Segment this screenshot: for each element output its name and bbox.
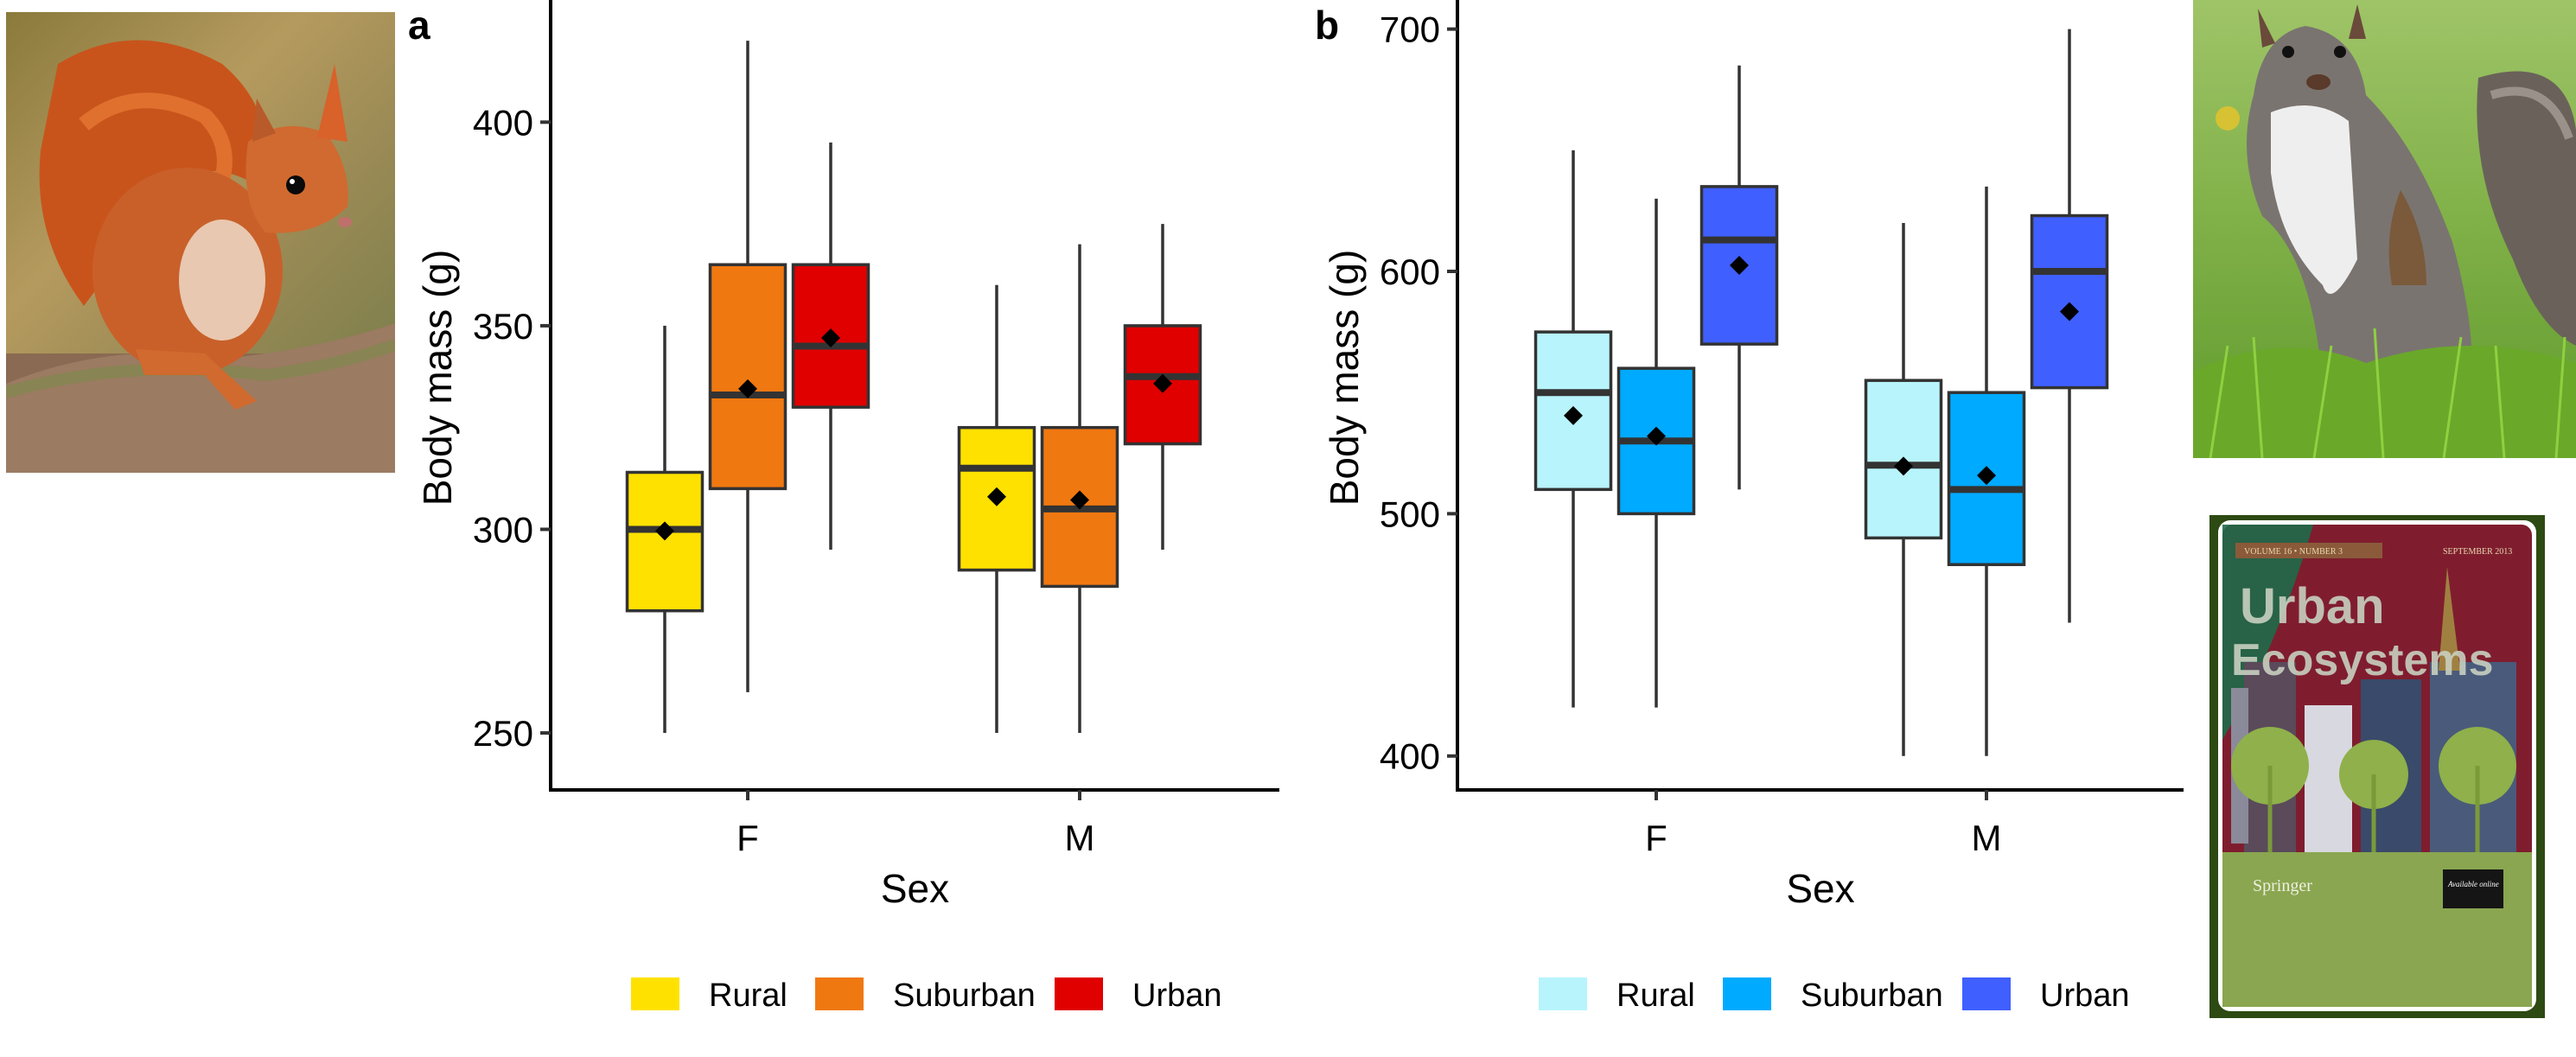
y-tick-label: 350 (473, 306, 533, 347)
gray-squirrel-photo (2193, 0, 2576, 458)
box-urban-F (1699, 65, 1779, 490)
cover-volume: VOLUME 16 • NUMBER 3 (2244, 547, 2343, 557)
box-urban-M (2030, 29, 2109, 623)
y-tick-label: 600 (1380, 252, 1440, 292)
cover-title-1: Urban (2240, 578, 2385, 634)
box-iqr (708, 263, 787, 491)
legend-swatch-urban (1055, 977, 1103, 1010)
y-tick-label: 500 (1380, 493, 1440, 534)
red-squirrel-photo (6, 12, 395, 473)
y-tick-label: 250 (473, 713, 533, 754)
journal-cover-illustration: VOLUME 16 • NUMBER 3 SEPTEMBER 2013 Urba… (2218, 520, 2536, 1011)
mean-marker (987, 487, 1006, 506)
y-tick-label: 700 (1380, 10, 1440, 50)
box-suburban-M (1040, 244, 1119, 734)
x-axis-label: Sex (1786, 866, 1854, 911)
legend-swatch-suburban (815, 977, 864, 1010)
box-urban-F (791, 142, 870, 551)
x-axis-label: Sex (881, 866, 949, 911)
cover-date: SEPTEMBER 2013 (2443, 547, 2512, 557)
box-rural-M (1864, 222, 1943, 756)
box-suburban-M (1947, 186, 2026, 756)
y-tick-label: 300 (473, 509, 533, 550)
legend-swatch-rural (1539, 977, 1587, 1010)
legend-label-rural: Rural (1616, 977, 1695, 1014)
box-urban-M (1123, 224, 1202, 551)
box-suburban-F (1616, 198, 1696, 708)
panel-label: b (1315, 3, 1339, 48)
box-rural-F (625, 325, 705, 734)
mean-marker (1977, 466, 1996, 486)
legend-swatch-suburban (1723, 977, 1771, 1010)
journal-cover: VOLUME 16 • NUMBER 3 SEPTEMBER 2013 Urba… (2209, 515, 2545, 1018)
panel-a: a 250 300 350 400 Body mass (g) F M Sex Rural Subu… (408, 0, 1279, 1014)
panel-b: b 400 500 600 700 Body mass (g) F M Sex Rural Subu… (1315, 0, 2184, 1014)
legend: Rural Suburban Urban (631, 977, 1222, 1014)
legend-swatch-urban (1962, 977, 2011, 1010)
gray-squirrel-illustration (2193, 4, 2576, 458)
mean-marker (1894, 456, 1913, 476)
y-tick-label: 400 (473, 102, 533, 143)
x-tick-label: F (736, 818, 759, 858)
box-iqr (1947, 391, 2026, 567)
y-tick-label: 400 (1380, 736, 1440, 777)
mean-marker (1730, 256, 1749, 276)
y-axis-label: Body mass (g) (1322, 250, 1367, 506)
box-iqr (625, 470, 705, 613)
box-rural-F (1533, 150, 1613, 708)
legend-label-suburban: Suburban (1801, 977, 1943, 1014)
box-iqr (791, 263, 870, 409)
mean-marker (1070, 490, 1089, 510)
mean-marker (2060, 302, 2079, 322)
legend-label-urban: Urban (1132, 977, 1222, 1014)
x-tick-label: F (1645, 818, 1667, 858)
x-tick-label: M (1065, 818, 1095, 858)
legend-label-suburban: Suburban (893, 977, 1036, 1014)
cover-badge: Available online (2447, 880, 2499, 888)
legend: Rural Suburban Urban (1539, 977, 2130, 1014)
legend-label-urban: Urban (2040, 977, 2130, 1014)
y-axis-label: Body mass (g) (415, 250, 460, 506)
mean-marker (821, 328, 840, 348)
legend-label-rural: Rural (709, 977, 787, 1014)
mean-marker (1647, 426, 1666, 446)
mean-marker (1153, 373, 1172, 393)
mean-marker (1564, 405, 1583, 425)
mean-marker (738, 379, 757, 398)
x-tick-label: M (1972, 818, 2002, 858)
box-rural-M (957, 284, 1036, 734)
panel-label: a (408, 3, 430, 48)
red-squirrel-illustration (6, 40, 395, 473)
legend-swatch-rural (631, 977, 679, 1010)
cover-title-2: Ecosystems (2231, 635, 2494, 685)
cover-publisher: Springer (2253, 876, 2312, 895)
mean-marker (655, 521, 674, 541)
box-iqr (2030, 213, 2109, 390)
box-suburban-F (708, 41, 787, 692)
